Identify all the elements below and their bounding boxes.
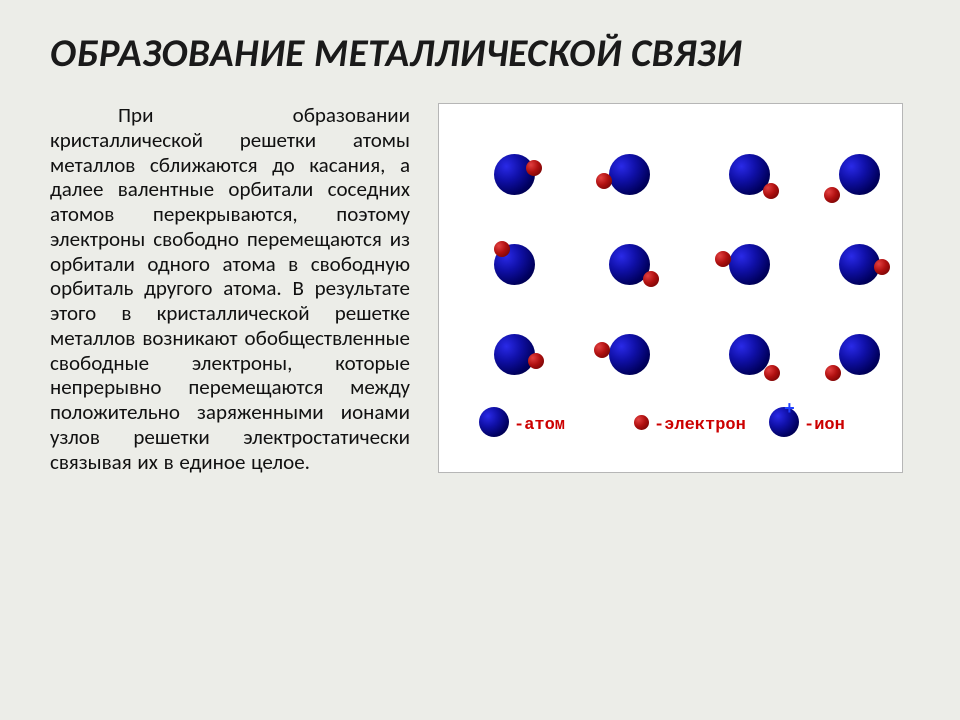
lattice-electron xyxy=(824,187,840,203)
lattice-electron xyxy=(596,173,612,189)
legend-electron-label: -электрон xyxy=(654,416,746,435)
legend-atom-icon xyxy=(479,407,509,437)
body-paragraph: При образовании кристаллической решетки … xyxy=(50,103,410,474)
lattice-electron xyxy=(594,342,610,358)
lattice-atom xyxy=(609,334,650,375)
legend-atom-label: -атом xyxy=(514,416,565,435)
lattice-electron xyxy=(764,365,780,381)
slide-title: ОБРАЗОВАНИЕ МЕТАЛЛИЧЕСКОЙ СВЯЗИ xyxy=(50,30,910,77)
metallic-bond-diagram: -атом -электрон -ион + xyxy=(438,103,903,473)
legend-ion-label: -ион xyxy=(804,416,845,435)
lattice-electron xyxy=(526,160,542,176)
lattice-electron xyxy=(715,251,731,267)
content-row: При образовании кристаллической решетки … xyxy=(50,103,910,474)
diagram-container: -атом -электрон -ион + xyxy=(438,103,903,473)
lattice-electron xyxy=(763,183,779,199)
lattice-electron xyxy=(494,241,510,257)
legend-electron-icon xyxy=(634,415,649,430)
lattice-atom xyxy=(494,334,535,375)
legend-ion-plus: + xyxy=(784,400,795,420)
lattice-electron xyxy=(825,365,841,381)
lattice-electron xyxy=(528,353,544,369)
lattice-atom xyxy=(839,154,880,195)
lattice-atom xyxy=(729,244,770,285)
lattice-electron xyxy=(874,259,890,275)
lattice-electron xyxy=(643,271,659,287)
lattice-atom xyxy=(839,334,880,375)
lattice-atom xyxy=(609,154,650,195)
